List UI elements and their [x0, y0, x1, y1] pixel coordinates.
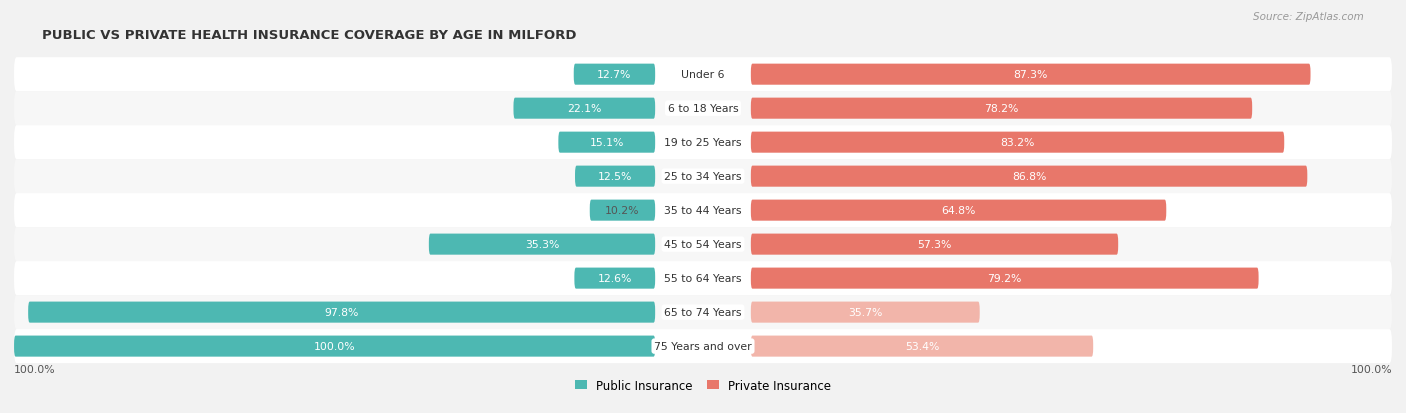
FancyBboxPatch shape [751, 132, 1284, 153]
Text: 100.0%: 100.0% [14, 364, 56, 374]
Text: 10.2%: 10.2% [605, 206, 640, 216]
FancyBboxPatch shape [14, 126, 1392, 160]
Text: 12.6%: 12.6% [598, 273, 631, 283]
FancyBboxPatch shape [751, 166, 1308, 187]
Text: 65 to 74 Years: 65 to 74 Years [664, 307, 742, 317]
Text: 12.7%: 12.7% [598, 70, 631, 80]
FancyBboxPatch shape [513, 98, 655, 119]
FancyBboxPatch shape [751, 200, 1166, 221]
Text: 53.4%: 53.4% [905, 341, 939, 351]
FancyBboxPatch shape [574, 64, 655, 85]
Text: 22.1%: 22.1% [567, 104, 602, 114]
FancyBboxPatch shape [558, 132, 655, 153]
Text: 97.8%: 97.8% [325, 307, 359, 317]
Text: Under 6: Under 6 [682, 70, 724, 80]
FancyBboxPatch shape [14, 58, 1392, 92]
Text: 79.2%: 79.2% [987, 273, 1022, 283]
FancyBboxPatch shape [14, 228, 1392, 261]
FancyBboxPatch shape [575, 268, 655, 289]
FancyBboxPatch shape [14, 329, 1392, 363]
Text: 35.7%: 35.7% [848, 307, 883, 317]
Text: 57.3%: 57.3% [917, 240, 952, 249]
FancyBboxPatch shape [14, 194, 1392, 228]
Text: 75 Years and over: 75 Years and over [654, 341, 752, 351]
FancyBboxPatch shape [751, 336, 1094, 357]
FancyBboxPatch shape [14, 261, 1392, 295]
Text: 35 to 44 Years: 35 to 44 Years [664, 206, 742, 216]
FancyBboxPatch shape [429, 234, 655, 255]
Text: 87.3%: 87.3% [1014, 70, 1047, 80]
FancyBboxPatch shape [14, 92, 1392, 126]
Text: 12.5%: 12.5% [598, 172, 633, 182]
Text: 55 to 64 Years: 55 to 64 Years [664, 273, 742, 283]
Text: 35.3%: 35.3% [524, 240, 560, 249]
Text: 6 to 18 Years: 6 to 18 Years [668, 104, 738, 114]
FancyBboxPatch shape [14, 336, 655, 357]
Text: 15.1%: 15.1% [589, 138, 624, 148]
Legend: Public Insurance, Private Insurance: Public Insurance, Private Insurance [575, 379, 831, 392]
Text: 78.2%: 78.2% [984, 104, 1019, 114]
FancyBboxPatch shape [28, 302, 655, 323]
Text: 86.8%: 86.8% [1012, 172, 1046, 182]
FancyBboxPatch shape [751, 268, 1258, 289]
Text: 100.0%: 100.0% [314, 341, 356, 351]
FancyBboxPatch shape [14, 160, 1392, 194]
FancyBboxPatch shape [14, 295, 1392, 329]
Text: 45 to 54 Years: 45 to 54 Years [664, 240, 742, 249]
Text: Source: ZipAtlas.com: Source: ZipAtlas.com [1253, 12, 1364, 22]
FancyBboxPatch shape [751, 98, 1253, 119]
Text: 25 to 34 Years: 25 to 34 Years [664, 172, 742, 182]
Text: 100.0%: 100.0% [1350, 364, 1392, 374]
Text: 64.8%: 64.8% [942, 206, 976, 216]
FancyBboxPatch shape [575, 166, 655, 187]
FancyBboxPatch shape [751, 234, 1118, 255]
Text: PUBLIC VS PRIVATE HEALTH INSURANCE COVERAGE BY AGE IN MILFORD: PUBLIC VS PRIVATE HEALTH INSURANCE COVER… [42, 29, 576, 42]
Text: 19 to 25 Years: 19 to 25 Years [664, 138, 742, 148]
FancyBboxPatch shape [751, 64, 1310, 85]
FancyBboxPatch shape [751, 302, 980, 323]
Text: 83.2%: 83.2% [1000, 138, 1035, 148]
FancyBboxPatch shape [589, 200, 655, 221]
